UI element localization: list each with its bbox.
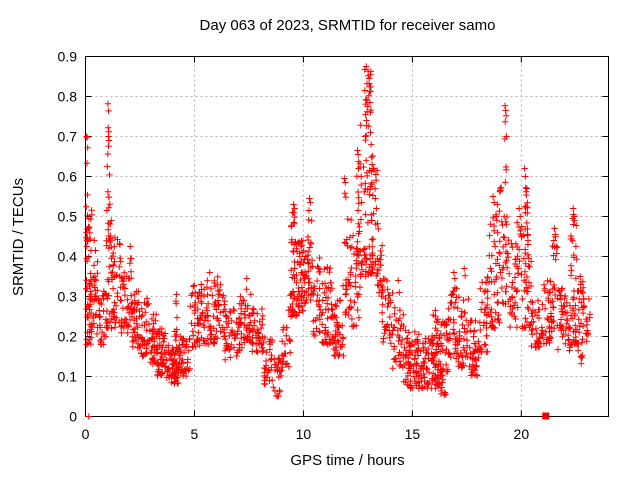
y-tick-label: 0.3: [58, 289, 78, 305]
x-tick-label: 10: [296, 426, 312, 442]
y-tick-label: 0.1: [58, 369, 78, 385]
y-tick-label: 0.2: [58, 329, 78, 345]
y-tick-label: 0.7: [58, 129, 78, 145]
x-tick-label: 15: [405, 426, 421, 442]
x-tick-label: 20: [514, 426, 530, 442]
scatter-points: [83, 63, 594, 420]
y-tick-label: 0.9: [58, 49, 78, 65]
chart-title: Day 063 of 2023, SRMTID for receiver sam…: [199, 17, 496, 34]
x-tick-label: 0: [82, 426, 90, 442]
y-tick-label: 0: [69, 409, 77, 425]
y-tick-label: 0.6: [58, 169, 78, 185]
y-tick-label: 0.8: [58, 89, 78, 105]
square-marker: [542, 412, 550, 420]
x-axis-label: GPS time / hours: [290, 452, 405, 469]
x-tick-label: 5: [191, 426, 199, 442]
plot-border: [85, 56, 609, 417]
y-tick-label: 0.4: [58, 249, 78, 265]
y-tick-label: 0.5: [58, 209, 78, 225]
